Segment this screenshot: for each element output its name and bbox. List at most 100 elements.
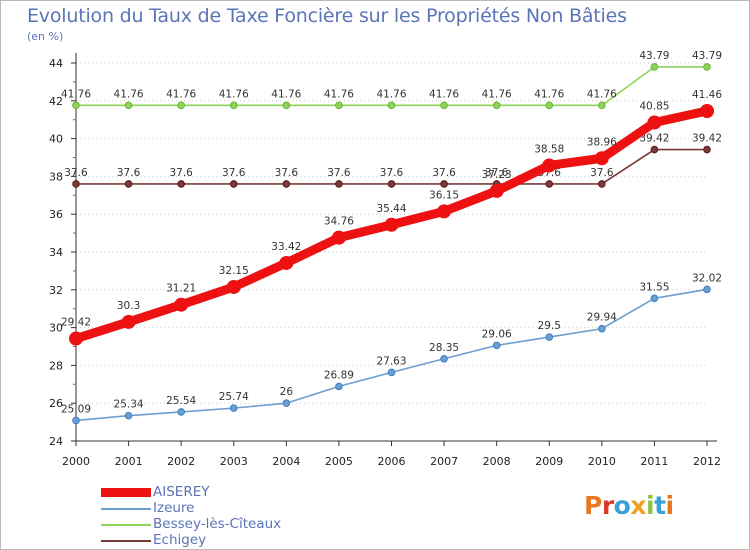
data-label-aiserey: 35.44 xyxy=(376,203,406,215)
data-label-echigey: 37.6 xyxy=(169,167,193,179)
y-tick-label: 30 xyxy=(49,322,63,335)
x-tick-label: 2000 xyxy=(62,455,90,468)
x-tick-label: 2004 xyxy=(272,455,300,468)
data-label-bessey-les-citeaux: 41.76 xyxy=(219,88,249,100)
data-label-aiserey: 34.76 xyxy=(324,216,354,228)
data-point-echigey xyxy=(440,180,448,188)
data-point-bessey-les-citeaux xyxy=(703,63,711,71)
data-point-bessey-les-citeaux xyxy=(650,63,659,71)
data-point-izeure xyxy=(335,382,343,391)
data-label-izeure: 26.89 xyxy=(324,369,354,381)
data-point-bessey-les-citeaux xyxy=(440,101,448,110)
data-point-bessey-les-citeaux xyxy=(124,101,133,110)
data-label-bessey-les-citeaux: 41.76 xyxy=(114,88,144,100)
x-tick-label: 2006 xyxy=(378,455,406,468)
data-label-echigey: 37.6 xyxy=(275,167,299,179)
data-label-echigey: 39.42 xyxy=(639,133,669,145)
data-point-aiserey xyxy=(647,115,662,130)
y-tick-label: 44 xyxy=(49,57,63,70)
data-label-aiserey: 29.42 xyxy=(61,317,91,329)
data-point-echigey xyxy=(545,180,554,188)
logo-letter: o xyxy=(613,491,631,520)
data-point-echigey xyxy=(72,180,80,188)
legend-label-echigey: Echigey xyxy=(153,532,207,548)
legend-label-aiserey: AISEREY xyxy=(153,484,210,500)
x-tick-label: 2003 xyxy=(220,455,248,468)
y-unit-label: (en %) xyxy=(27,30,64,43)
data-point-izeure xyxy=(703,285,711,294)
data-label-aiserey: 33.42 xyxy=(271,241,301,253)
y-tick-label: 28 xyxy=(49,359,63,372)
logo-letter: t xyxy=(654,491,666,520)
y-tick-label: 36 xyxy=(49,208,63,221)
data-label-aiserey: 38.58 xyxy=(534,143,564,155)
data-point-izeure xyxy=(177,408,185,416)
data-point-izeure xyxy=(492,341,501,350)
data-point-bessey-les-citeaux xyxy=(72,101,80,110)
logo-letter: r xyxy=(601,491,614,520)
data-label-echigey: 37.6 xyxy=(380,167,404,179)
y-tick-label: 32 xyxy=(49,284,63,297)
data-point-aiserey xyxy=(226,279,241,294)
data-label-aiserey: 38.96 xyxy=(587,136,617,148)
data-point-izeure xyxy=(72,416,80,425)
data-point-echigey xyxy=(387,180,396,188)
data-point-bessey-les-citeaux xyxy=(598,101,606,110)
data-label-aiserey: 37.23 xyxy=(482,169,512,181)
logo-letter: i xyxy=(665,491,675,520)
x-tick-label: 2009 xyxy=(535,455,563,468)
data-point-bessey-les-citeaux xyxy=(387,101,396,110)
data-label-izeure: 29.5 xyxy=(538,320,561,332)
x-tick-label: 2011 xyxy=(640,455,668,468)
data-label-izeure: 25.09 xyxy=(61,403,91,415)
data-label-bessey-les-citeaux: 41.76 xyxy=(166,88,196,100)
data-point-aiserey xyxy=(331,230,346,245)
data-point-echigey xyxy=(650,145,659,154)
data-point-izeure xyxy=(387,368,396,377)
data-label-echigey: 37.6 xyxy=(222,167,246,179)
data-point-echigey xyxy=(124,180,133,188)
data-point-aiserey xyxy=(700,104,714,119)
data-point-izeure xyxy=(282,399,291,408)
data-point-echigey xyxy=(598,180,606,188)
data-label-echigey: 37.6 xyxy=(64,167,88,179)
data-label-bessey-les-citeaux: 41.76 xyxy=(482,88,512,100)
x-tick-label: 2010 xyxy=(588,455,616,468)
data-label-bessey-les-citeaux: 41.76 xyxy=(534,88,564,100)
data-point-echigey xyxy=(229,180,238,188)
data-label-aiserey: 41.46 xyxy=(692,89,722,101)
data-label-izeure: 27.63 xyxy=(376,355,406,367)
data-label-izeure: 25.34 xyxy=(114,399,144,411)
data-point-aiserey xyxy=(542,158,557,173)
data-label-izeure: 31.55 xyxy=(639,281,669,293)
x-tick-label: 2001 xyxy=(115,455,143,468)
data-label-bessey-les-citeaux: 41.76 xyxy=(324,88,354,100)
data-point-aiserey xyxy=(489,183,504,198)
legend-swatch-bessey xyxy=(101,524,151,526)
data-label-bessey-les-citeaux: 41.76 xyxy=(429,88,459,100)
data-label-bessey-les-citeaux: 41.76 xyxy=(271,88,301,100)
data-label-bessey-les-citeaux: 43.79 xyxy=(639,50,669,62)
x-tick-label: 2007 xyxy=(430,455,458,468)
y-tick-label: 42 xyxy=(49,95,63,108)
data-point-izeure xyxy=(545,333,554,341)
data-point-aiserey xyxy=(279,255,294,270)
data-label-izeure: 25.54 xyxy=(166,395,196,407)
data-point-echigey xyxy=(335,180,343,188)
data-label-izeure: 32.02 xyxy=(692,272,722,284)
logo-letter: x xyxy=(630,491,646,520)
y-tick-label: 24 xyxy=(49,435,63,448)
data-label-izeure: 25.74 xyxy=(219,391,249,403)
data-point-aiserey xyxy=(121,314,136,329)
y-tick-label: 38 xyxy=(49,170,63,183)
data-point-aiserey xyxy=(437,204,452,219)
x-tick-label: 2008 xyxy=(483,455,511,468)
data-point-echigey xyxy=(282,180,291,188)
data-label-izeure: 28.35 xyxy=(429,342,459,354)
data-label-echigey: 37.6 xyxy=(432,167,456,179)
data-label-aiserey: 36.15 xyxy=(429,189,459,201)
legend-swatch-izeure xyxy=(101,508,151,510)
data-label-aiserey: 31.21 xyxy=(166,283,196,295)
